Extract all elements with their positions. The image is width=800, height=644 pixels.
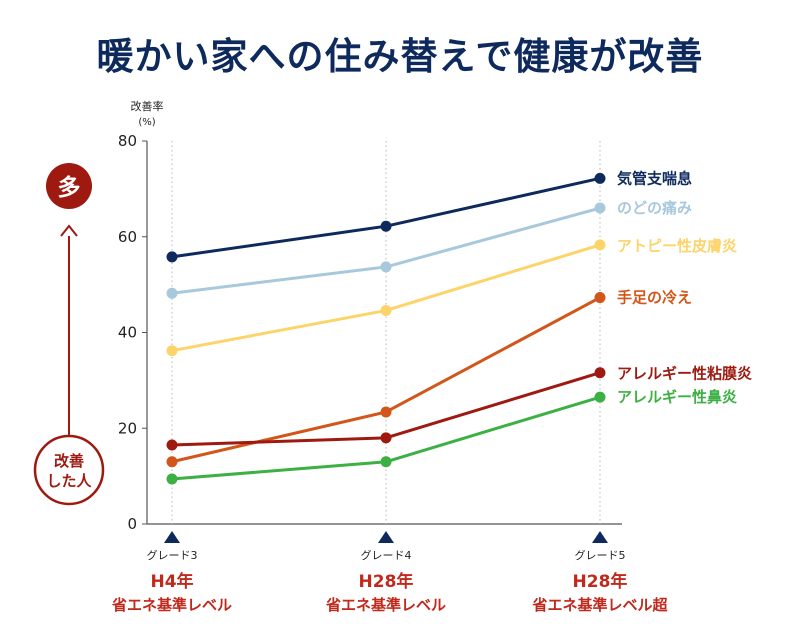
data-point — [594, 292, 606, 304]
bottom-badge-line1: 改善 — [54, 452, 84, 470]
x-tick-year: H28年 — [573, 571, 628, 592]
series-6 — [166, 391, 606, 485]
data-point — [594, 391, 606, 403]
data-point — [166, 345, 178, 357]
x-tick-grade: グレード5 — [575, 548, 626, 562]
triangle-up-icon — [592, 531, 608, 543]
series-label: のどの痛み — [617, 199, 692, 217]
series-3 — [166, 239, 606, 357]
data-point — [380, 432, 392, 444]
x-tick-grade: グレード3 — [147, 548, 198, 562]
data-point — [166, 287, 178, 299]
x-tick-year: H4年 — [150, 571, 193, 592]
triangle-up-icon — [164, 531, 180, 543]
top-badge-circle — [46, 163, 92, 209]
series-4 — [166, 292, 606, 468]
data-point — [166, 456, 178, 468]
series-label: 手足の冷え — [617, 289, 692, 307]
x-tick-level: 省エネ基準レベル超 — [531, 596, 668, 614]
data-point — [380, 456, 392, 468]
data-point — [166, 251, 178, 263]
y-tick-label: 60 — [118, 228, 137, 246]
x-tick-level: 省エネ基準レベル — [325, 596, 446, 614]
series-label: アトピー性皮膚炎 — [617, 237, 737, 255]
x-tick-year: H28年 — [359, 571, 414, 592]
series-label: 気管支喘息 — [617, 169, 692, 187]
data-point — [380, 304, 392, 316]
y-axis-label-line1: 改善率 — [131, 99, 164, 113]
side-indicator: 多 改善 した人 — [33, 163, 105, 506]
data-point — [594, 172, 606, 184]
y-tick-label: 20 — [118, 419, 137, 437]
data-point — [380, 406, 392, 418]
series-layer — [166, 172, 606, 485]
data-point — [166, 473, 178, 485]
x-tick-grade: グレード4 — [361, 548, 412, 562]
data-point — [594, 367, 606, 379]
top-badge-text: 多 — [58, 174, 81, 201]
bottom-badge-circle — [33, 434, 105, 506]
data-point — [166, 439, 178, 451]
data-point — [380, 261, 392, 273]
data-point — [594, 202, 606, 214]
data-point — [380, 220, 392, 232]
chart-title: 暖かい家への住み替えで健康が改善 — [96, 35, 704, 78]
y-tick-label: 0 — [127, 515, 137, 533]
y-tick-label: 40 — [118, 324, 137, 342]
y-axis-label-line2: (%) — [138, 117, 155, 128]
y-axis-ticks: 0 20 40 60 80 — [118, 132, 147, 533]
data-point — [594, 239, 606, 251]
series-2 — [166, 202, 606, 299]
x-tick-level: 省エネ基準レベル — [111, 596, 232, 614]
triangle-up-icon — [378, 531, 394, 543]
arrow-up-icon — [60, 224, 78, 237]
series-label: アレルギー性粘膜炎 — [617, 365, 752, 383]
series-5 — [166, 367, 606, 451]
y-tick-label: 80 — [118, 132, 137, 150]
series-label: アレルギー性鼻炎 — [617, 388, 737, 406]
series-1 — [166, 172, 606, 263]
y-axis-label: 改善率 (%) — [131, 99, 164, 128]
bottom-badge-line2: した人 — [46, 472, 92, 490]
